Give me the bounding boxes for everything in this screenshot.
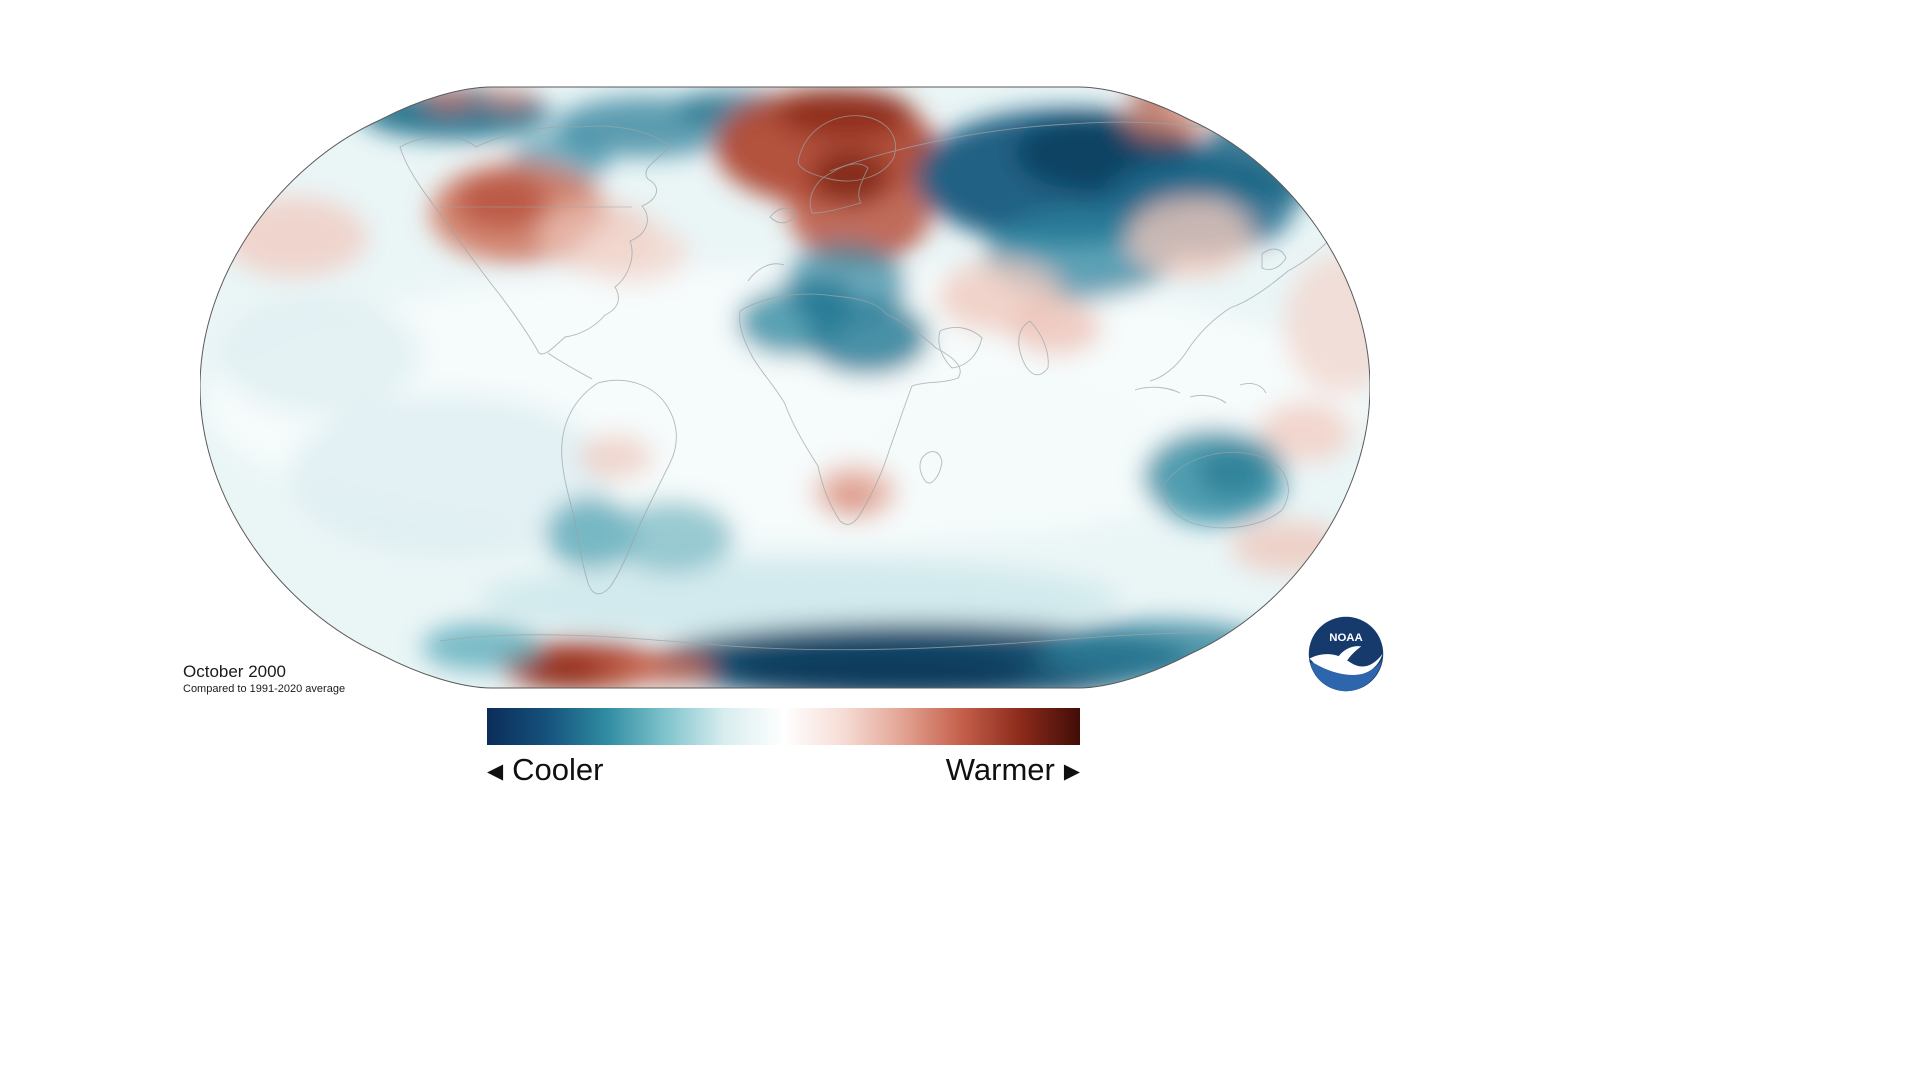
anomaly-blob [220,295,420,415]
anomaly-blob [777,89,913,137]
anomaly-blob [480,560,1120,640]
anomaly-blob [1128,197,1252,277]
anomaly-blob [610,501,734,573]
anomaly-blob [1232,521,1348,573]
anomaly-blob [456,173,548,229]
left-arrow-icon: ◀ [487,759,504,783]
coastline-indonesia [1134,382,1267,404]
title-block: October 2000 Compared to 1991-2020 avera… [183,662,345,696]
anomaly-blob [622,649,714,685]
cooler-label-text: Cooler [512,752,604,787]
coastline-south-america [561,379,677,595]
noaa-logo: NOAA [1308,616,1384,692]
anomaly-blob [790,277,854,321]
noaa-gull-wing-icon [1336,646,1362,661]
noaa-logo-text: NOAA [1329,632,1363,644]
anomaly-blob [424,91,476,107]
anomaly-blob [1123,101,1207,141]
anomaly-blob [223,197,367,277]
coastline-greenland [797,115,896,182]
coastline-antarctica [439,632,1311,651]
coastline-australia [1163,451,1289,529]
coastline-arabia [938,327,983,369]
coastline-east-asia [1149,213,1351,382]
map-date-title: October 2000 [183,662,287,681]
legend-labels: ◀ Cooler Warmer ▶ [487,752,1080,788]
anomaly-blob [1259,402,1351,462]
noaa-gull-icon [1309,654,1383,676]
map-outline [200,86,1370,689]
anomaly-blob [1200,110,1360,200]
anomaly-blob [832,484,872,510]
cooler-label: ◀ Cooler [487,752,603,788]
anomaly-blob [480,90,536,106]
anomaly-blob [290,395,610,555]
warmer-label: Warmer ▶ [946,752,1080,788]
anomaly-blob [580,435,652,479]
anomaly-blob [518,656,602,686]
anomaly-blob [870,375,1170,535]
warmer-label-text: Warmer [945,752,1055,787]
coastline-india [1018,320,1049,376]
coastline-north-america [399,125,671,355]
right-arrow-icon: ▶ [1063,759,1080,783]
anomaly-blob [1128,87,1176,103]
coastline-africa [739,293,961,525]
coastline-madagascar [919,451,943,484]
colorbar [487,708,1080,745]
coastline-europe [747,163,869,282]
coastline-new-zealand [1313,552,1333,573]
anomaly-blob [810,149,890,205]
anomaly-blob [730,647,1030,688]
coastlines [399,115,1351,651]
anomaly-blob [1009,299,1101,355]
anomaly-blob [1040,621,1280,681]
coastline-japan [1261,248,1287,270]
map-baseline-subtitle: Compared to 1991-2020 average [183,683,346,695]
coastline-central-america [547,352,593,380]
world-anomaly-map [200,86,1370,689]
anomaly-blob [1196,447,1268,497]
anomaly-blob [422,623,542,671]
